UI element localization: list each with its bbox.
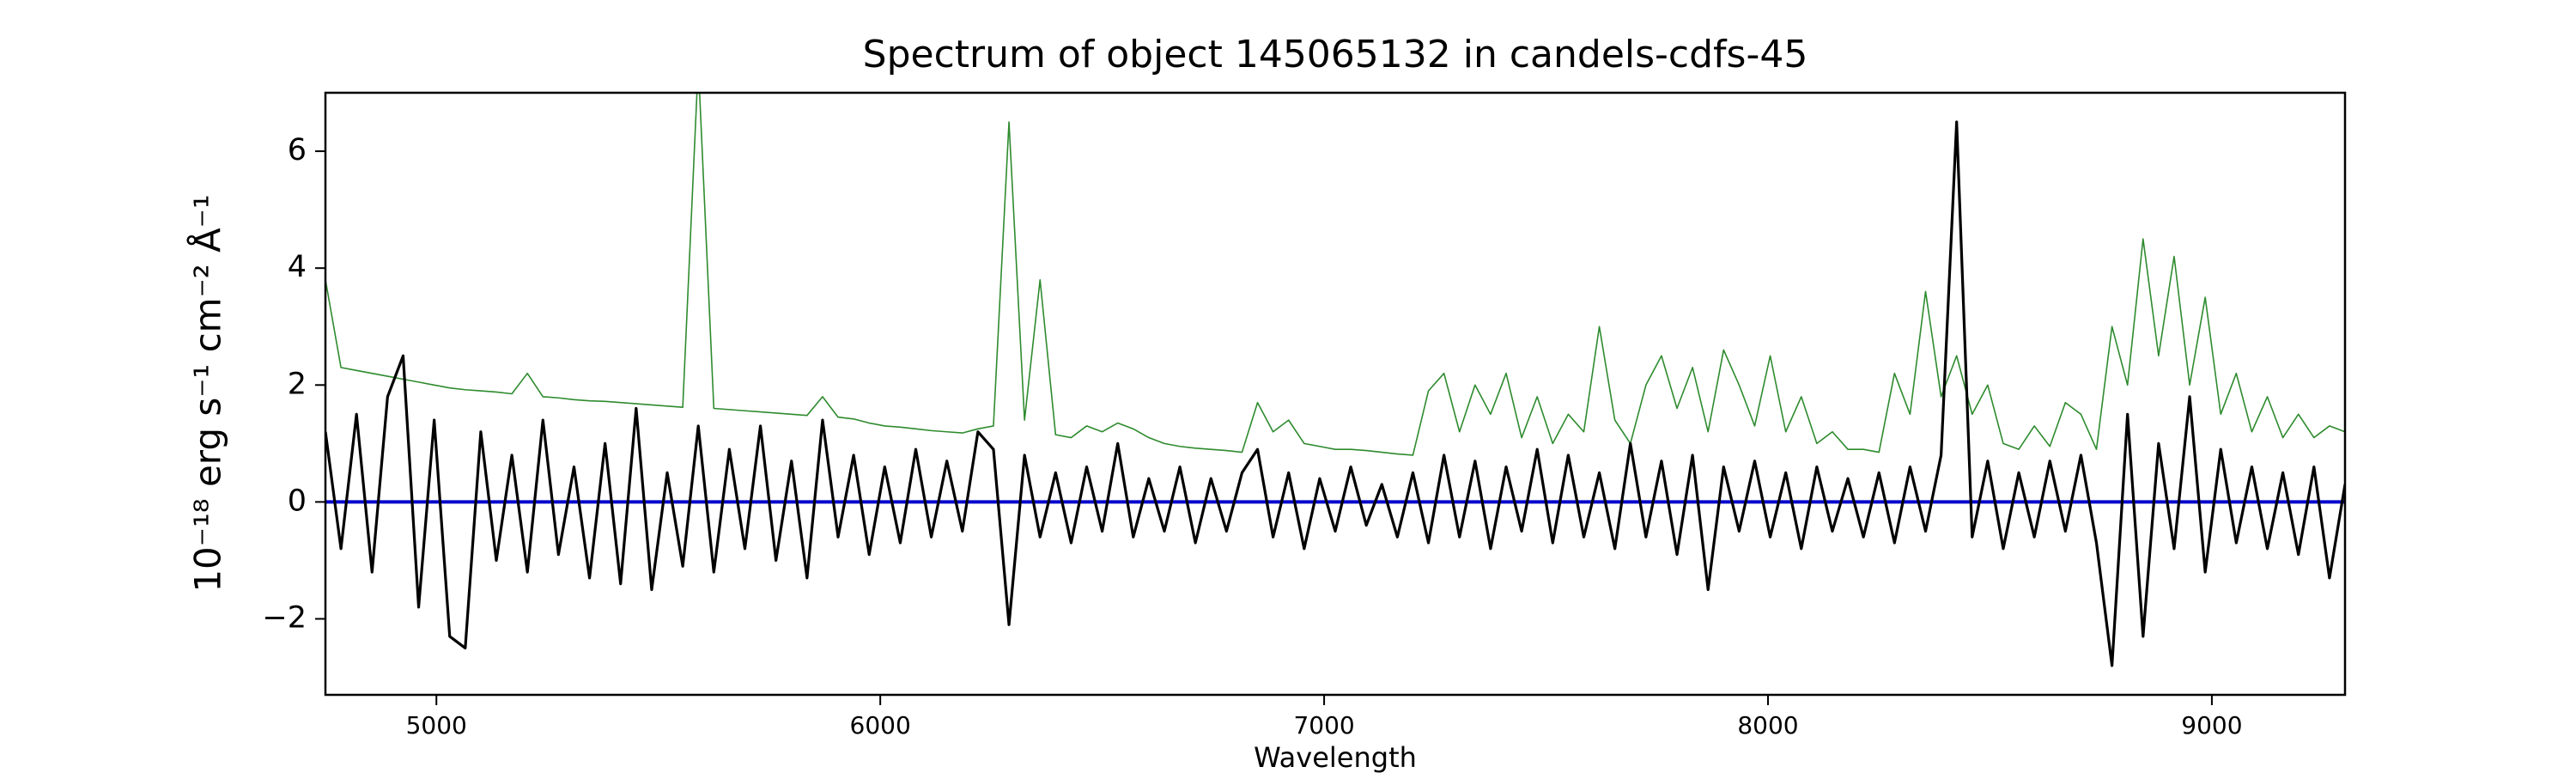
x-axis-label: Wavelength: [1254, 741, 1417, 773]
x-tick-label: 9000: [2181, 711, 2242, 740]
y-tick-label: 6: [288, 133, 307, 167]
y-tick-label: −2: [262, 601, 307, 636]
x-tick-label: 5000: [406, 711, 467, 740]
x-tick-label: 7000: [1293, 711, 1354, 740]
x-tick-label: 6000: [850, 711, 911, 740]
chart-title: Spectrum of object 145065132 in candels-…: [863, 33, 1808, 76]
y-axis-label: 10⁻¹⁸ erg s⁻¹ cm⁻² Å⁻¹: [186, 194, 229, 592]
axes-frame: [324, 91, 2347, 697]
y-tick-label: 2: [288, 367, 307, 401]
y-tick-label: 4: [288, 250, 307, 284]
spectrum-line: [325, 120, 2345, 667]
plot-area: [325, 93, 2345, 667]
x-tick-label: 8000: [1737, 711, 1798, 740]
y-tick-label: 0: [288, 484, 307, 518]
spectrum-line: [325, 93, 2345, 456]
